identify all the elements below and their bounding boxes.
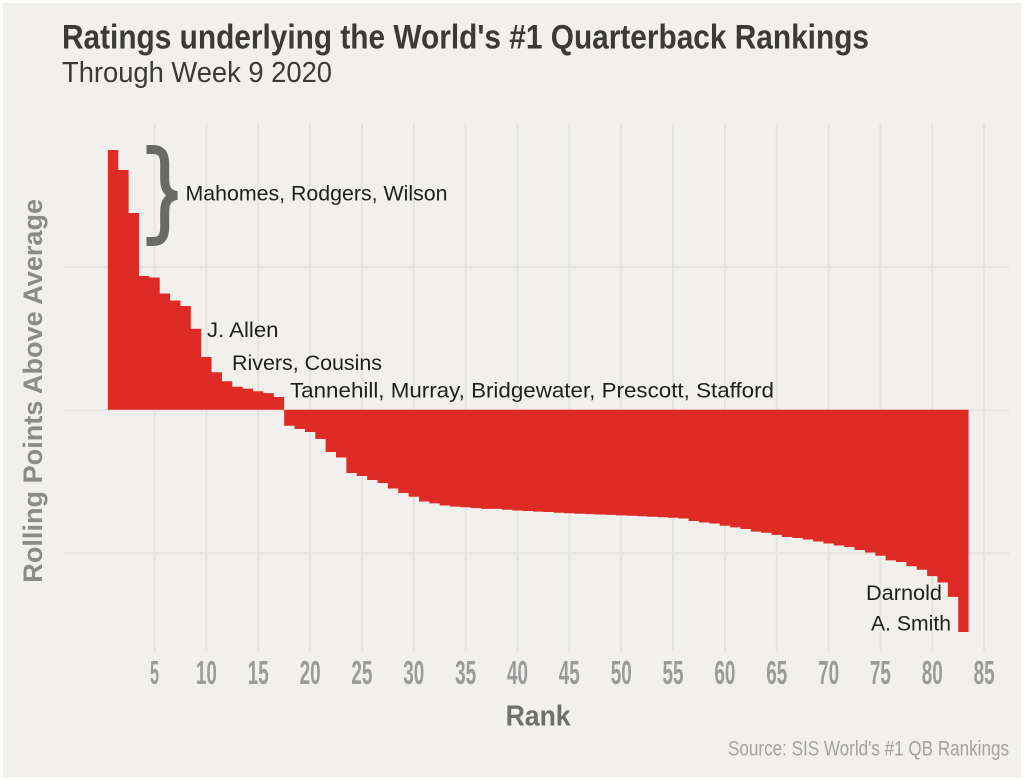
svg-text:25: 25 [351,654,372,691]
svg-text:70: 70 [818,654,839,691]
svg-text:5: 5 [150,654,159,691]
svg-text:Source: SIS World's #1 QB Rank: Source: SIS World's #1 QB Rankings [728,737,1009,760]
svg-text:65: 65 [766,654,787,691]
svg-text:10: 10 [196,654,217,691]
svg-text:30: 30 [403,654,424,691]
svg-text:75: 75 [870,654,891,691]
svg-text:Through Week 9 2020: Through Week 9 2020 [62,57,332,89]
svg-text:50: 50 [611,654,632,691]
svg-text:35: 35 [455,654,476,691]
svg-text:A. Smith: A. Smith [871,612,951,636]
svg-text:85: 85 [974,654,995,691]
svg-text:20: 20 [300,654,321,691]
svg-text:15: 15 [248,654,269,691]
svg-text:80: 80 [922,654,943,691]
svg-text:45: 45 [559,654,580,691]
svg-text:Darnold: Darnold [866,581,942,605]
svg-text:40: 40 [507,654,528,691]
svg-text:Rivers, Cousins: Rivers, Cousins [232,351,382,375]
svg-text:Mahomes, Rodgers, Wilson: Mahomes, Rodgers, Wilson [186,182,448,206]
svg-text:J. Allen: J. Allen [207,318,279,342]
svg-text:60: 60 [714,654,735,691]
svg-text:Tannehill, Murray, Bridgewater: Tannehill, Murray, Bridgewater, Prescott… [290,379,774,403]
svg-text:55: 55 [663,654,684,691]
svg-text:Rank: Rank [506,700,572,732]
svg-text:Rolling Points Above Average: Rolling Points Above Average [18,199,48,583]
svg-text:Ratings underlying the World's: Ratings underlying the World's #1 Quarte… [62,18,869,56]
